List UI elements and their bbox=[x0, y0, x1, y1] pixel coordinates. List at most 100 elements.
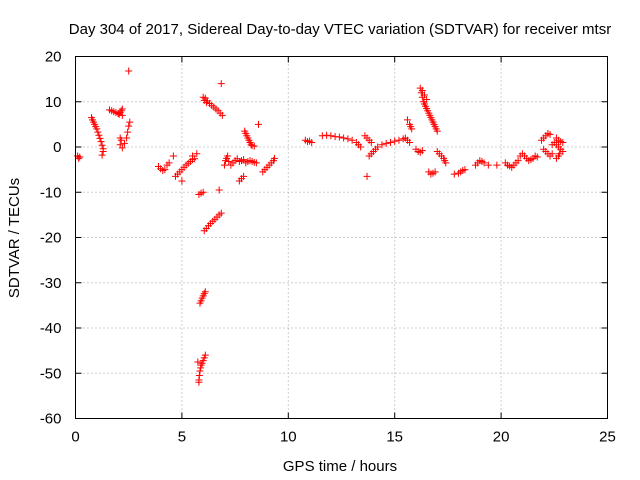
data-point bbox=[357, 143, 365, 151]
data-point bbox=[533, 153, 541, 161]
data-point bbox=[240, 172, 248, 180]
data-point bbox=[115, 110, 123, 118]
x-axis-label: GPS time / hours bbox=[283, 458, 397, 475]
data-point bbox=[556, 150, 564, 158]
data-point bbox=[195, 378, 203, 386]
data-point bbox=[97, 138, 105, 146]
y-tick-labels: -60 -50 -40 -30 -20 -10 0 10 20 bbox=[40, 49, 62, 428]
y-tick-label: -60 bbox=[40, 411, 62, 428]
data-point bbox=[480, 159, 488, 167]
data-point bbox=[514, 157, 522, 165]
data-point bbox=[418, 86, 426, 94]
data-point bbox=[546, 130, 554, 138]
x-tick-label: 10 bbox=[280, 429, 297, 446]
data-point bbox=[340, 134, 348, 142]
data-point bbox=[201, 351, 209, 359]
data-point bbox=[75, 154, 83, 162]
x-tick-labels: 0 5 10 15 20 25 bbox=[71, 429, 616, 446]
grid-lines bbox=[75, 56, 608, 419]
data-point bbox=[197, 361, 205, 369]
data-point bbox=[178, 177, 186, 185]
data-point bbox=[250, 142, 258, 150]
data-point bbox=[433, 127, 441, 135]
data-point bbox=[493, 161, 501, 169]
data-point bbox=[348, 136, 356, 144]
data-point bbox=[124, 128, 132, 136]
data-point bbox=[344, 135, 352, 143]
data-point bbox=[403, 116, 411, 124]
data-point bbox=[217, 80, 225, 88]
data-point bbox=[94, 128, 102, 136]
data-point bbox=[218, 111, 226, 119]
data-point bbox=[95, 131, 103, 139]
data-point bbox=[118, 111, 126, 119]
data-point bbox=[391, 137, 399, 145]
data-point bbox=[165, 159, 173, 167]
data-point bbox=[215, 186, 223, 194]
data-point bbox=[169, 152, 177, 160]
data-points bbox=[74, 67, 567, 386]
data-point bbox=[118, 144, 126, 152]
data-point bbox=[123, 134, 131, 142]
data-point bbox=[161, 166, 169, 174]
data-point bbox=[378, 141, 386, 149]
data-point bbox=[126, 118, 134, 126]
data-point bbox=[420, 91, 428, 99]
data-point bbox=[308, 138, 316, 146]
y-tick-label: -30 bbox=[40, 275, 62, 292]
data-point bbox=[202, 99, 210, 107]
data-point bbox=[247, 141, 255, 149]
data-point bbox=[382, 139, 390, 147]
data-point bbox=[98, 151, 106, 159]
y-axis-label: SDTVAR / TECUs bbox=[6, 178, 23, 298]
x-tick-label: 5 bbox=[178, 429, 186, 446]
chart-title: Day 304 of 2017, Sidereal Day-to-day VTE… bbox=[69, 21, 611, 38]
data-point bbox=[450, 170, 458, 178]
data-point bbox=[327, 132, 335, 140]
data-point bbox=[189, 152, 197, 160]
data-point bbox=[117, 136, 125, 144]
data-point bbox=[199, 188, 207, 196]
data-point bbox=[117, 107, 125, 115]
data-point bbox=[125, 122, 133, 130]
data-point bbox=[335, 133, 343, 141]
data-point bbox=[406, 138, 414, 146]
data-point bbox=[196, 367, 204, 375]
data-point bbox=[217, 209, 225, 217]
data-point bbox=[374, 143, 382, 151]
data-point bbox=[548, 150, 556, 158]
data-point bbox=[418, 147, 426, 155]
data-point bbox=[93, 125, 101, 133]
data-point bbox=[367, 138, 375, 146]
data-point bbox=[195, 372, 203, 380]
data-point bbox=[120, 139, 128, 147]
data-point bbox=[386, 138, 394, 146]
data-point bbox=[484, 161, 492, 169]
data-point bbox=[98, 141, 106, 149]
data-point bbox=[200, 290, 208, 298]
data-point bbox=[270, 154, 278, 162]
data-point bbox=[201, 288, 209, 296]
data-point bbox=[220, 161, 228, 169]
data-point bbox=[363, 172, 371, 180]
data-point bbox=[118, 105, 126, 113]
y-tick-label: 20 bbox=[45, 49, 62, 66]
data-point bbox=[125, 67, 133, 75]
y-tick-label: -40 bbox=[40, 320, 62, 337]
data-point bbox=[76, 153, 84, 161]
data-point bbox=[395, 136, 403, 144]
plot-frame bbox=[75, 56, 608, 419]
data-point bbox=[194, 358, 202, 366]
x-tick-label: 20 bbox=[493, 429, 510, 446]
data-point bbox=[252, 159, 260, 167]
data-point bbox=[431, 168, 439, 176]
data-point bbox=[225, 157, 233, 165]
data-point bbox=[423, 95, 431, 103]
x-tick-label: 25 bbox=[599, 429, 616, 446]
data-point bbox=[461, 166, 469, 174]
data-point bbox=[96, 134, 104, 142]
x-tick-label: 15 bbox=[386, 429, 403, 446]
data-point bbox=[559, 138, 567, 146]
y-tick-label: -50 bbox=[40, 365, 62, 382]
